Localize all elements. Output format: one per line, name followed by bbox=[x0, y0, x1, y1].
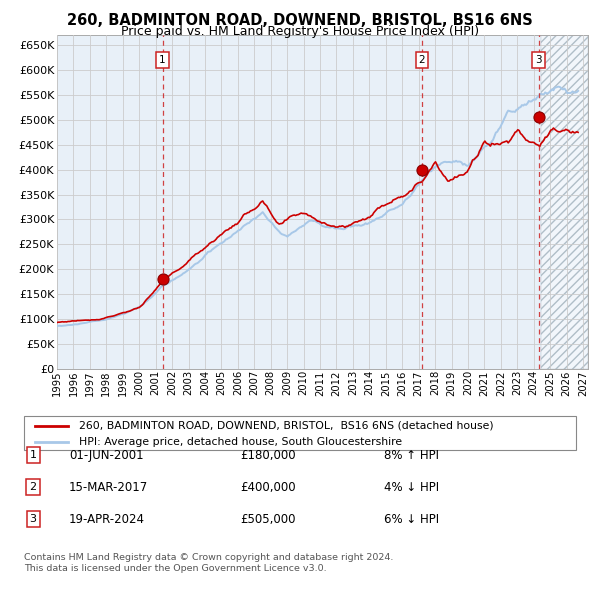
Text: 4% ↓ HPI: 4% ↓ HPI bbox=[384, 481, 439, 494]
Text: 2: 2 bbox=[29, 483, 37, 492]
Text: 260, BADMINTON ROAD, DOWNEND, BRISTOL,  BS16 6NS (detached house): 260, BADMINTON ROAD, DOWNEND, BRISTOL, B… bbox=[79, 421, 494, 431]
Text: 6% ↓ HPI: 6% ↓ HPI bbox=[384, 513, 439, 526]
Text: 8% ↑ HPI: 8% ↑ HPI bbox=[384, 449, 439, 462]
Text: This data is licensed under the Open Government Licence v3.0.: This data is licensed under the Open Gov… bbox=[24, 564, 326, 573]
Bar bbox=[541, 35, 588, 369]
Text: £400,000: £400,000 bbox=[240, 481, 296, 494]
Text: 15-MAR-2017: 15-MAR-2017 bbox=[69, 481, 148, 494]
Text: 3: 3 bbox=[29, 514, 37, 524]
Text: Price paid vs. HM Land Registry's House Price Index (HPI): Price paid vs. HM Land Registry's House … bbox=[121, 25, 479, 38]
Text: 3: 3 bbox=[535, 55, 542, 65]
Text: £505,000: £505,000 bbox=[240, 513, 296, 526]
Text: HPI: Average price, detached house, South Gloucestershire: HPI: Average price, detached house, Sout… bbox=[79, 437, 403, 447]
Bar bbox=[541, 35, 588, 369]
Text: 01-JUN-2001: 01-JUN-2001 bbox=[69, 449, 143, 462]
Text: £180,000: £180,000 bbox=[240, 449, 296, 462]
Text: 1: 1 bbox=[29, 451, 37, 460]
Text: 19-APR-2024: 19-APR-2024 bbox=[69, 513, 145, 526]
Text: 2: 2 bbox=[419, 55, 425, 65]
Text: 1: 1 bbox=[159, 55, 166, 65]
Bar bbox=[541, 35, 588, 369]
FancyBboxPatch shape bbox=[24, 416, 576, 450]
Text: 260, BADMINTON ROAD, DOWNEND, BRISTOL, BS16 6NS: 260, BADMINTON ROAD, DOWNEND, BRISTOL, B… bbox=[67, 13, 533, 28]
Text: Contains HM Land Registry data © Crown copyright and database right 2024.: Contains HM Land Registry data © Crown c… bbox=[24, 553, 394, 562]
